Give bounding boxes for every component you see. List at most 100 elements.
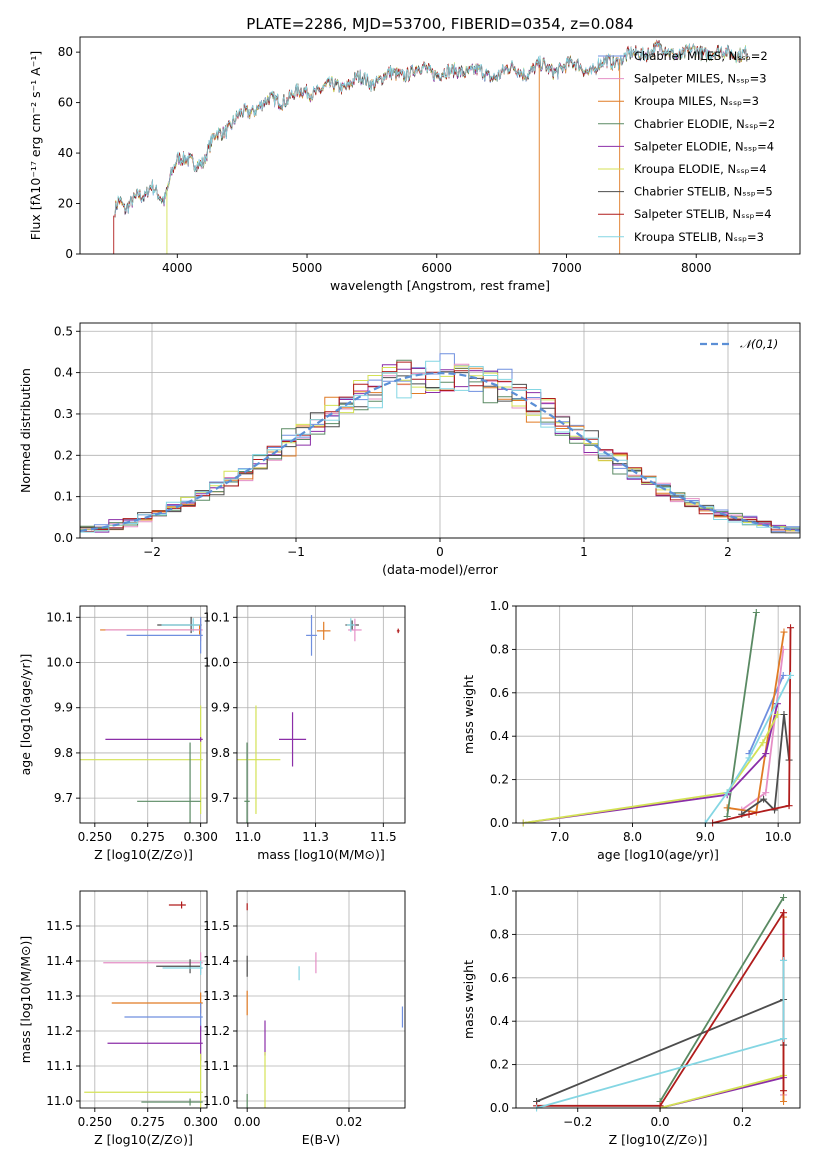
- y-tick-label: 11.2: [46, 1024, 73, 1038]
- weight-marker: [760, 795, 768, 803]
- y-tick-label: 0.4: [490, 1014, 509, 1028]
- y-tick-label: 0.6: [490, 686, 509, 700]
- plot-area: [533, 894, 788, 1112]
- weight-marker: [787, 624, 795, 632]
- x-axis-label: (data-model)/error: [382, 562, 499, 577]
- y-tick-label: 0.8: [490, 642, 509, 656]
- weight-line: [659, 1074, 784, 1108]
- weight-marker: [752, 609, 760, 617]
- x-tick-label: 11.5: [370, 830, 397, 844]
- y-tick-label: 0.3: [54, 407, 73, 421]
- weight-marker: [780, 628, 788, 636]
- x-tick-label: 0.250: [78, 830, 112, 844]
- x-tick-label: 9.0: [696, 830, 715, 844]
- y-tick-label: 9.8: [54, 746, 73, 760]
- y-axis-label: mass weight: [461, 960, 476, 1039]
- x-tick-label: 0: [436, 545, 444, 559]
- x-tick-label: 1: [580, 545, 588, 559]
- y-tick-label: 1.0: [490, 884, 509, 898]
- y-tick-label: 0.2: [54, 448, 73, 462]
- panel-4: 7.0 8.0 9.0 10.0 0.0 0.2 0.4 0.6 0.8 1.0 age [log1…: [461, 599, 801, 862]
- x-tick-label: −0.2: [563, 1115, 592, 1129]
- plot-area: [519, 609, 795, 827]
- weight-line: [659, 897, 785, 1102]
- legend-label: Kroupa STELIB, Nₛₛₚ=3: [634, 230, 764, 244]
- x-tick-label: 4000: [162, 261, 193, 275]
- y-tick-label: 11.4: [203, 954, 230, 968]
- x-axis-label: wavelength [Angstrom, rest frame]: [330, 278, 550, 293]
- y-axis-label: Normed distribution: [18, 368, 33, 493]
- weight-line: [523, 703, 779, 823]
- y-tick-label: 0.8: [490, 927, 509, 941]
- x-tick-label: 8.0: [623, 830, 642, 844]
- axes-frame: [79, 36, 801, 255]
- spectrum-line: [114, 41, 749, 215]
- y-tick-label: 10.0: [203, 656, 230, 670]
- axes-frame: [79, 890, 208, 1109]
- y-tick-label: 60: [58, 96, 73, 110]
- legend-label: Kroupa ELODIE, Nₛₛₚ=4: [634, 162, 767, 176]
- plot-area: [79, 353, 801, 534]
- plot-area: [80, 616, 203, 823]
- weight-line: [712, 627, 792, 823]
- histogram-step: [80, 360, 800, 533]
- weight-marker: [773, 711, 781, 718]
- x-tick-label: 8000: [681, 261, 712, 275]
- weight-marker: [745, 754, 753, 762]
- y-tick-label: 11.5: [203, 919, 230, 933]
- y-axis-label: mass [log10(M/M⊙)]: [18, 936, 33, 1064]
- weight-marker: [762, 750, 770, 758]
- plot-area: [237, 615, 400, 823]
- x-tick-label: 0.275: [131, 1115, 165, 1129]
- panel-3: 11.0 11.3 11.5 9.7 9.8 9.9 10.0 10.1 mass [log10…: [203, 605, 406, 862]
- x-tick-label: 7.0: [550, 830, 569, 844]
- x-tick-label: 0.300: [183, 1115, 217, 1129]
- legend-label: 𝒩(0,1): [740, 337, 778, 351]
- y-tick-label: 20: [58, 197, 73, 211]
- y-tick-label: 11.2: [203, 1024, 230, 1038]
- plot-area: [246, 903, 404, 1108]
- axes-frame: [515, 605, 801, 824]
- x-tick-label: 0.250: [78, 1115, 112, 1129]
- y-tick-label: 11.3: [203, 989, 230, 1003]
- chart-title: PLATE=2286, MJD=53700, FIBERID=0354, z=0…: [246, 15, 633, 33]
- weight-marker: [787, 671, 795, 679]
- x-tick-label: 0.300: [183, 830, 217, 844]
- x-tick-label: 7000: [551, 261, 582, 275]
- weight-marker: [723, 789, 731, 797]
- y-tick-label: 11.4: [46, 954, 73, 968]
- axes-frame: [236, 605, 406, 824]
- y-axis-label: Flux [fλ10⁻¹⁷ erg cm⁻² s⁻¹ A⁻¹]: [28, 51, 43, 240]
- y-tick-label: 0.4: [490, 729, 509, 743]
- x-axis-label: Z [log10(Z/Z⊙)]: [94, 1132, 193, 1147]
- panel-7: −0.2 0.0 0.2 0.0 0.2 0.4 0.6 0.8 1.0 Z [log10(Z/Z…: [461, 884, 801, 1147]
- weight-line: [523, 714, 779, 823]
- legend-label: Salpeter ELODIE, Nₛₛₚ=4: [634, 139, 774, 153]
- normal-curve: [79, 371, 801, 532]
- weight-line: [704, 674, 792, 823]
- x-axis-label: age [log10(age/yr)]: [597, 847, 719, 862]
- legend-label: Salpeter STELIB, Nₛₛₚ=4: [634, 207, 772, 221]
- y-tick-label: 11.3: [46, 989, 73, 1003]
- legend-label: Kroupa MILES, Nₛₛₚ=3: [634, 94, 759, 108]
- x-tick-label: −1: [287, 545, 305, 559]
- x-tick-label: 11.3: [302, 830, 329, 844]
- weight-marker: [780, 894, 788, 902]
- x-tick-label: 0.02: [336, 1115, 363, 1129]
- axes-frame: [79, 322, 801, 539]
- y-tick-label: 11.1: [203, 1059, 230, 1073]
- y-tick-label: 0: [65, 247, 73, 261]
- weight-marker: [780, 1035, 788, 1043]
- x-tick-label: 0.275: [131, 830, 165, 844]
- axes-frame: [79, 605, 208, 824]
- weight-marker: [780, 909, 788, 917]
- y-tick-label: 0.2: [490, 1058, 509, 1072]
- y-tick-label: 0.6: [490, 971, 509, 985]
- y-tick-label: 0.0: [54, 531, 73, 545]
- y-tick-label: 11.5: [46, 919, 73, 933]
- plot-area: [84, 901, 203, 1108]
- weight-marker: [780, 1097, 788, 1105]
- y-tick-label: 0.1: [54, 490, 73, 504]
- legend-label: Chabrier STELIB, Nₛₛₚ=5: [634, 185, 773, 199]
